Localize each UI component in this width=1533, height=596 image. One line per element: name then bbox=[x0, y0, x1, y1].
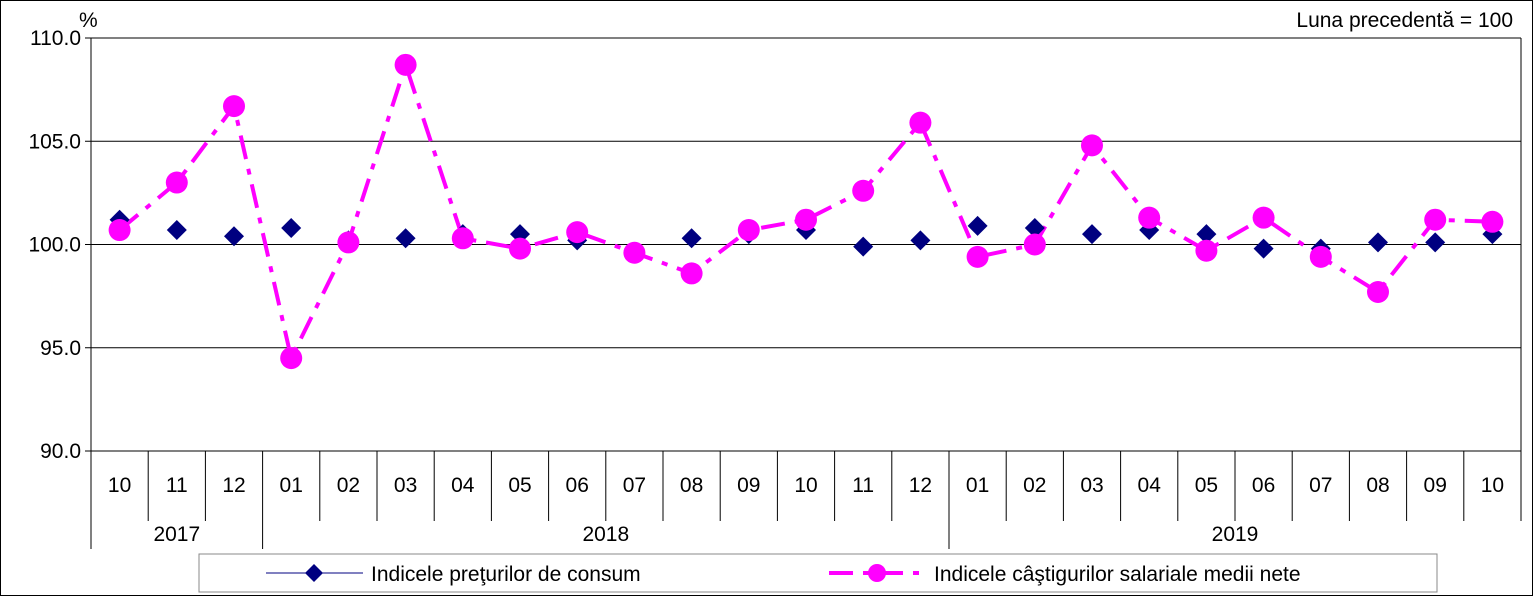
x-tick-label: 05 bbox=[1195, 474, 1218, 497]
wage-point bbox=[280, 347, 303, 370]
y-tick-label: 110.0 bbox=[30, 27, 81, 50]
cpi-point bbox=[281, 217, 302, 238]
x-tick-label: 02 bbox=[1023, 474, 1046, 497]
x-tick-label: 07 bbox=[623, 474, 646, 497]
legend-swatch-cpi-marker bbox=[305, 564, 323, 582]
cpi-point bbox=[166, 220, 187, 241]
wage-point bbox=[966, 245, 989, 268]
x-tick-label: 07 bbox=[1309, 474, 1332, 497]
wage-point bbox=[909, 111, 932, 134]
legend-label-cpi: Indicele preţurilor de consum bbox=[371, 563, 641, 586]
y-tick-label: 90.0 bbox=[40, 440, 81, 463]
x-tick-label: 01 bbox=[280, 474, 303, 497]
y-tick-label: 105.0 bbox=[28, 130, 81, 153]
wage-point bbox=[1195, 239, 1218, 262]
y-tick-label: 100.0 bbox=[28, 234, 81, 257]
x-tick-label: 09 bbox=[1424, 474, 1447, 497]
cpi-point bbox=[1024, 217, 1045, 238]
gridlines bbox=[91, 37, 1521, 452]
wage-point bbox=[737, 219, 760, 242]
x-tick-label: 06 bbox=[1252, 474, 1275, 497]
x-tick-label: 01 bbox=[966, 474, 989, 497]
cpi-point bbox=[853, 236, 874, 257]
cpi-point bbox=[1425, 232, 1446, 253]
x-tick-label: 11 bbox=[166, 474, 188, 497]
wage-point bbox=[1081, 134, 1103, 157]
cpi-point bbox=[967, 215, 988, 236]
y-tick-label: 95.0 bbox=[40, 337, 81, 360]
wage-point bbox=[795, 208, 817, 231]
cpi-point bbox=[395, 228, 416, 249]
x-tick-label: 05 bbox=[508, 474, 531, 497]
wage-point bbox=[108, 219, 131, 242]
x-tick-label: 04 bbox=[1138, 474, 1162, 497]
cpi-point bbox=[1082, 224, 1102, 245]
axes bbox=[85, 37, 1522, 452]
wage-point bbox=[1424, 208, 1447, 231]
wage-point bbox=[1367, 280, 1389, 303]
cpi-point bbox=[681, 228, 702, 249]
x-tick-label: 11 bbox=[852, 474, 874, 497]
wage-point bbox=[1023, 233, 1046, 256]
wage-point bbox=[680, 262, 703, 285]
year-label: 2019 bbox=[1212, 523, 1259, 546]
x-tick-label: 10 bbox=[1481, 474, 1504, 497]
year-label: 2017 bbox=[153, 523, 200, 546]
wage-point bbox=[223, 95, 245, 118]
wage-point bbox=[852, 179, 875, 202]
x-tick-label: 02 bbox=[337, 474, 360, 497]
x-tick-label: 03 bbox=[1080, 474, 1103, 497]
wage-point bbox=[394, 53, 417, 76]
x-tick-label: 04 bbox=[451, 474, 475, 497]
y-tick-labels: 110.0 105.0 100.0 95.0 90.0 bbox=[28, 27, 81, 463]
x-tick-label: 06 bbox=[566, 474, 589, 497]
legend-label-wage: Indicele câştigurilor salariale medii ne… bbox=[934, 563, 1301, 586]
year-label: 2018 bbox=[582, 523, 629, 546]
x-tick-label: 10 bbox=[108, 474, 131, 497]
y-unit-label: % bbox=[79, 9, 98, 32]
wage-point bbox=[623, 241, 646, 264]
cpi-point bbox=[1368, 232, 1388, 253]
wage-point bbox=[165, 171, 188, 194]
x-category-axis: 10 11 12 01 02 03 04 05 06 07 08 09 10 11 12 01 02 03 04 05… bbox=[90, 451, 1522, 549]
legend-swatch-wage-marker bbox=[868, 564, 886, 582]
base-note: Luna precedentă = 100 bbox=[1296, 9, 1513, 32]
cpi-point bbox=[910, 230, 931, 251]
wage-point bbox=[509, 237, 531, 260]
x-tick-label: 08 bbox=[680, 474, 703, 497]
wage-point bbox=[1309, 245, 1332, 268]
wage-point bbox=[337, 231, 360, 254]
x-tick-label: 08 bbox=[1366, 474, 1389, 497]
wage-point bbox=[451, 227, 474, 250]
x-tick-label: 12 bbox=[909, 474, 932, 497]
wage-point bbox=[1252, 206, 1275, 229]
x-tick-label: 09 bbox=[737, 474, 760, 497]
legend-box bbox=[198, 553, 1438, 593]
wage-point bbox=[1138, 206, 1161, 229]
x-tick-label: 12 bbox=[222, 474, 245, 497]
x-tick-label: 03 bbox=[394, 474, 417, 497]
wage-point bbox=[566, 221, 589, 244]
cpi-point bbox=[1253, 238, 1274, 259]
x-tick-label: 10 bbox=[794, 474, 817, 497]
cpi-point bbox=[224, 226, 244, 247]
cpi-point bbox=[1196, 224, 1217, 245]
wage-point bbox=[1481, 210, 1504, 233]
legend: Indicele preţurilor de consum Indicele c… bbox=[198, 553, 1438, 593]
series-layer bbox=[108, 53, 1504, 370]
